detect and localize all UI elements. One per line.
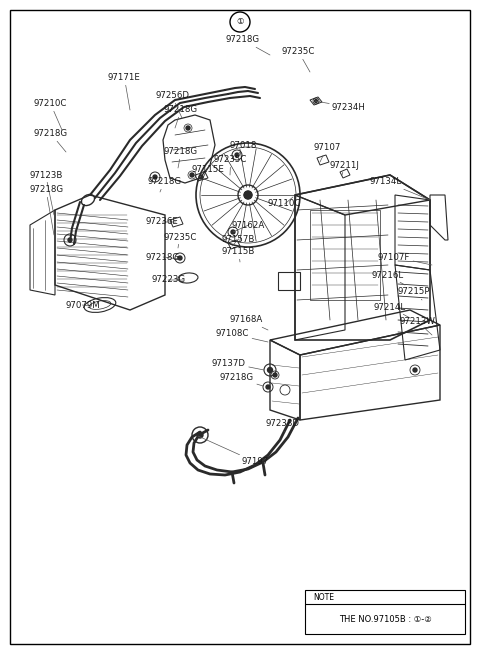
Text: 97216L: 97216L [371, 271, 405, 285]
Text: 97211J: 97211J [330, 160, 360, 175]
Text: 97018: 97018 [230, 141, 257, 157]
Text: 97107F: 97107F [378, 252, 432, 265]
Text: 97235C: 97235C [282, 48, 315, 72]
Bar [305, 590, 465, 634]
Circle shape [235, 153, 239, 157]
Text: 97079M: 97079M [65, 300, 100, 309]
Text: 97197: 97197 [198, 436, 269, 466]
Circle shape [153, 175, 157, 179]
Circle shape [266, 385, 270, 389]
Text: 97110C: 97110C [268, 197, 301, 209]
Bar [278, 272, 300, 290]
Text: ①: ① [236, 18, 244, 27]
Text: THE NO.97105B : ①-②: THE NO.97105B : ①-② [338, 615, 432, 623]
Circle shape [199, 175, 203, 179]
Text: 97223G: 97223G [151, 275, 185, 284]
Text: 97234H: 97234H [315, 101, 366, 111]
Bar [310, 210, 380, 300]
Circle shape [197, 432, 203, 438]
Circle shape [68, 238, 72, 242]
Text: 97256D: 97256D [155, 92, 189, 118]
Text: 97214L: 97214L [374, 303, 410, 318]
Text: 97236E: 97236E [146, 218, 179, 226]
Text: 97218G: 97218G [164, 105, 198, 128]
Circle shape [178, 256, 182, 260]
Text: 97115B: 97115B [222, 247, 255, 262]
Circle shape [244, 191, 252, 199]
Text: 97162A: 97162A [232, 220, 265, 232]
Text: 97218G: 97218G [146, 252, 180, 262]
Text: 97235C: 97235C [214, 156, 247, 175]
Text: 97168A: 97168A [230, 315, 268, 330]
Text: 97218G: 97218G [34, 129, 68, 152]
Circle shape [413, 368, 417, 372]
Text: 97218G: 97218G [147, 177, 181, 192]
Text: 97134L: 97134L [370, 177, 430, 200]
Text: 97235C: 97235C [163, 233, 196, 248]
Text: 97107: 97107 [313, 143, 340, 162]
Text: 97218G: 97218G [164, 148, 198, 168]
Text: 97171E: 97171E [108, 73, 141, 110]
Text: 97238D: 97238D [266, 419, 300, 432]
Text: 97218G: 97218G [226, 35, 270, 55]
Text: 97210C: 97210C [34, 99, 67, 130]
Text: 97157B: 97157B [222, 235, 255, 246]
Text: 97123B: 97123B [29, 171, 62, 215]
Circle shape [267, 368, 273, 373]
Circle shape [186, 126, 190, 130]
Text: 97218G: 97218G [29, 186, 63, 235]
Text: 97108C: 97108C [216, 330, 268, 342]
Text: 97213W: 97213W [400, 317, 436, 335]
Text: 97215P: 97215P [398, 288, 431, 300]
Circle shape [273, 373, 277, 377]
Circle shape [231, 230, 235, 234]
Circle shape [190, 173, 194, 177]
Text: 97137D: 97137D [212, 358, 264, 370]
Text: 97218G: 97218G [220, 373, 263, 386]
Circle shape [244, 191, 252, 199]
Text: NOTE: NOTE [313, 593, 334, 602]
Text: 97115E: 97115E [191, 165, 224, 177]
Circle shape [314, 99, 317, 103]
